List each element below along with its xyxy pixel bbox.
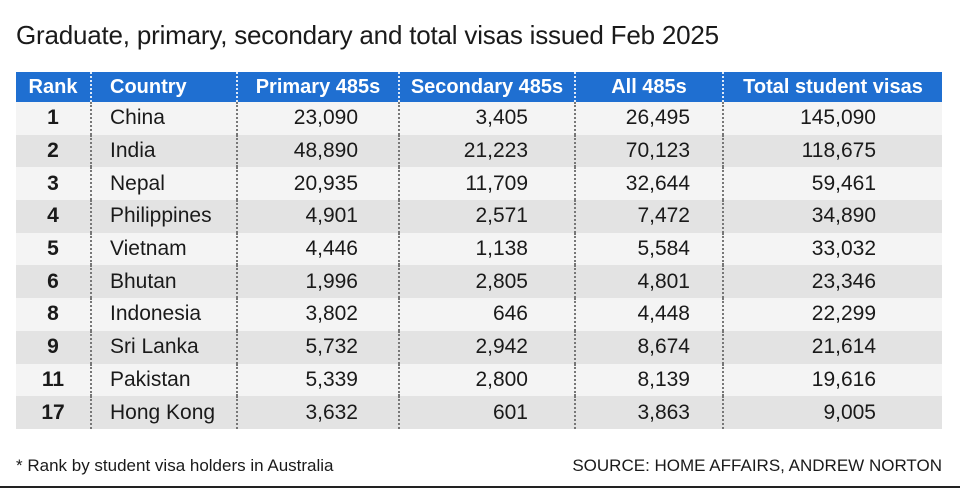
primary-485s-cell: 5,339: [236, 363, 399, 397]
visa-table: Rank Country Primary 485s Secondary 485s…: [16, 72, 942, 429]
table-row: 4 Philippines 4,901 2,571 7,472 34,890: [16, 200, 942, 233]
table-row: 6 Bhutan 1,996 2,805 4,801 23,346: [16, 265, 942, 299]
country-cell: Vietnam: [90, 232, 237, 266]
table-row: 8 Indonesia 3,802 646 4,448 22,299: [16, 298, 942, 331]
table-header: Rank Country Primary 485s Secondary 485s…: [16, 72, 942, 102]
table-row: 2 India 48,890 21,223 70,123 118,675: [16, 134, 942, 168]
bottom-rule: [0, 486, 960, 488]
table-row: 3 Nepal 20,935 11,709 32,644 59,461: [16, 167, 942, 201]
country-cell: Sri Lanka: [90, 330, 237, 364]
all-485s-cell: 5,584: [574, 232, 723, 266]
secondary-485s-cell: 11,709: [398, 167, 575, 201]
secondary-485s-cell: 21,223: [398, 134, 575, 168]
rank-cell: 2: [47, 139, 59, 163]
country-cell: Indonesia: [90, 298, 237, 331]
country-cell: China: [90, 102, 237, 135]
primary-485s-cell: 3,802: [236, 298, 399, 331]
all-485s-cell: 7,472: [574, 200, 723, 233]
total-student-visas-cell: 145,090: [722, 102, 942, 135]
primary-485s-cell: 1,996: [236, 265, 399, 299]
total-student-visas-cell: 19,616: [722, 363, 942, 397]
chart-title: Graduate, primary, secondary and total v…: [16, 20, 719, 50]
country-cell: India: [90, 134, 237, 168]
column-header-all-485s: All 485s: [574, 72, 723, 102]
secondary-485s-cell: 646: [398, 298, 575, 331]
total-student-visas-cell: 23,346: [722, 265, 942, 299]
primary-485s-cell: 20,935: [236, 167, 399, 201]
rank-cell: 4: [47, 204, 59, 228]
all-485s-cell: 8,674: [574, 330, 723, 364]
primary-485s-cell: 3,632: [236, 396, 399, 429]
all-485s-cell: 4,801: [574, 265, 723, 299]
secondary-485s-cell: 2,800: [398, 363, 575, 397]
rank-cell: 3: [47, 171, 59, 195]
column-header-secondary-485s: Secondary 485s: [398, 72, 575, 102]
table-row: 9 Sri Lanka 5,732 2,942 8,674 21,614: [16, 330, 942, 364]
source-credit: SOURCE: HOME AFFAIRS, ANDREW NORTON: [572, 456, 942, 475]
table-row: 17 Hong Kong 3,632 601 3,863 9,005: [16, 396, 942, 429]
table-row: 11 Pakistan 5,339 2,800 8,139 19,616: [16, 363, 942, 397]
all-485s-cell: 8,139: [574, 363, 723, 397]
rank-cell: 11: [41, 367, 65, 391]
total-student-visas-cell: 21,614: [722, 330, 942, 364]
table-body: 1 China 23,090 3,405 26,495 145,090 2 India 48,8…: [16, 102, 942, 429]
column-header-rank: Rank: [28, 75, 78, 98]
total-student-visas-cell: 59,461: [722, 167, 942, 201]
all-485s-cell: 32,644: [574, 167, 723, 201]
all-485s-cell: 70,123: [574, 134, 723, 168]
country-cell: Nepal: [90, 167, 237, 201]
header-row: Rank Country Primary 485s Secondary 485s…: [16, 72, 942, 102]
table-row: 5 Vietnam 4,446 1,138 5,584 33,032: [16, 232, 942, 266]
column-header-country: Country: [90, 72, 237, 102]
secondary-485s-cell: 3,405: [398, 102, 575, 135]
total-student-visas-cell: 33,032: [722, 232, 942, 266]
column-header-total-student-visas: Total student visas: [722, 72, 942, 102]
total-student-visas-cell: 22,299: [722, 298, 942, 331]
footnote: * Rank by student visa holders in Austra…: [16, 456, 334, 475]
rank-cell: 8: [47, 302, 59, 326]
total-student-visas-cell: 34,890: [722, 200, 942, 233]
all-485s-cell: 4,448: [574, 298, 723, 331]
all-485s-cell: 3,863: [574, 396, 723, 429]
rank-cell: 1: [47, 106, 59, 130]
total-student-visas-cell: 9,005: [722, 396, 942, 429]
primary-485s-cell: 23,090: [236, 102, 399, 135]
secondary-485s-cell: 2,571: [398, 200, 575, 233]
country-cell: Pakistan: [90, 363, 237, 397]
country-cell: Philippines: [90, 200, 237, 233]
secondary-485s-cell: 2,805: [398, 265, 575, 299]
table-row: 1 China 23,090 3,405 26,495 145,090: [16, 102, 942, 135]
all-485s-cell: 26,495: [574, 102, 723, 135]
secondary-485s-cell: 601: [398, 396, 575, 429]
column-header-primary-485s: Primary 485s: [236, 72, 399, 102]
primary-485s-cell: 48,890: [236, 134, 399, 168]
primary-485s-cell: 5,732: [236, 330, 399, 364]
rank-cell: 9: [47, 335, 59, 359]
country-cell: Hong Kong: [90, 396, 237, 429]
primary-485s-cell: 4,901: [236, 200, 399, 233]
country-cell: Bhutan: [90, 265, 237, 299]
primary-485s-cell: 4,446: [236, 232, 399, 266]
rank-cell: 17: [41, 400, 65, 424]
secondary-485s-cell: 1,138: [398, 232, 575, 266]
rank-cell: 5: [47, 237, 59, 261]
secondary-485s-cell: 2,942: [398, 330, 575, 364]
total-student-visas-cell: 118,675: [722, 134, 942, 168]
rank-cell: 6: [47, 269, 59, 293]
